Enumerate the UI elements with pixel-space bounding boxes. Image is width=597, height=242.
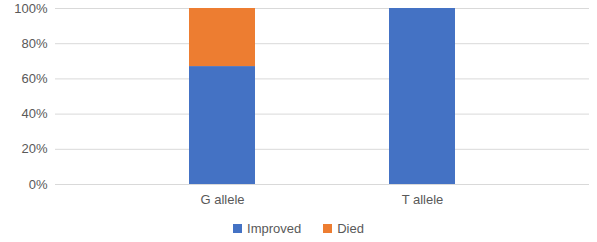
- svg-text:60%: 60%: [21, 71, 47, 86]
- svg-text:T allele: T allele: [402, 192, 444, 207]
- svg-text:100%: 100%: [14, 1, 48, 16]
- svg-text:0%: 0%: [29, 177, 48, 192]
- html-text:Died: Died: [337, 220, 364, 236]
- svg-text:20%: 20%: [21, 141, 47, 156]
- html-text:Improved: Improved: [247, 220, 302, 236]
- svg-text:G allele: G allele: [200, 192, 244, 207]
- svg-text:80%: 80%: [21, 36, 47, 51]
- svg-text:40%: 40%: [21, 106, 47, 121]
